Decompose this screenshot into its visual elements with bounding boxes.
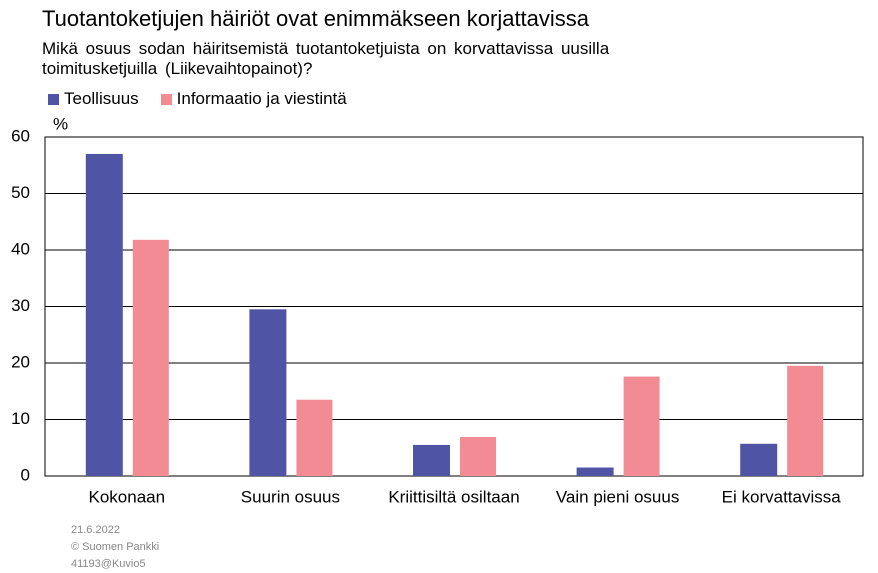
bar — [460, 437, 496, 476]
footer-note: 21.6.2022 — [71, 524, 120, 536]
bar — [249, 309, 287, 476]
y-tick-label: 50 — [11, 183, 30, 202]
x-tick-label: Vain pieni osuus — [556, 487, 680, 506]
legend-item: Teollisuus — [48, 89, 139, 109]
bar — [413, 444, 450, 476]
y-tick-label: 10 — [11, 409, 30, 428]
legend-label: Teollisuus — [64, 89, 139, 108]
bar — [787, 365, 824, 476]
y-tick-label: 40 — [11, 239, 30, 258]
footer-note: © Suomen Pankki — [71, 541, 159, 553]
x-tick-label: Kokonaan — [89, 487, 166, 506]
bar — [296, 399, 333, 476]
legend-item: Informaatio ja viestintä — [160, 89, 347, 109]
legend-label: Informaatio ja viestintä — [176, 89, 347, 108]
legend-swatch — [48, 93, 59, 105]
y-tick-label: 20 — [11, 352, 30, 371]
y-tick-label: 60 — [11, 126, 30, 145]
x-tick-label: Ei korvattavissa — [722, 487, 842, 506]
x-tick-label: Suurin osuus — [241, 487, 340, 506]
bar — [576, 467, 614, 476]
footer-note: 41193@Kuvio5 — [71, 558, 146, 570]
chart-title: Tuotantoketjujen häiriöt ovat enimmäksee… — [42, 6, 590, 31]
bar — [85, 153, 123, 476]
plot-frame — [44, 136, 864, 477]
y-tick-label: 30 — [11, 296, 30, 315]
legend: Teollisuus Informaatio ja viestintä — [48, 89, 347, 109]
y-tick-label: 0 — [21, 465, 30, 484]
legend-swatch — [160, 93, 172, 105]
bar — [623, 376, 660, 476]
x-tick-label: Kriittisiltä osiltaan — [388, 487, 519, 506]
chart-subtitle: Mikä osuus sodan häiritsemistä tuotantok… — [42, 39, 610, 78]
bar — [132, 239, 169, 476]
bar — [740, 443, 778, 476]
y-unit: % — [53, 114, 68, 133]
